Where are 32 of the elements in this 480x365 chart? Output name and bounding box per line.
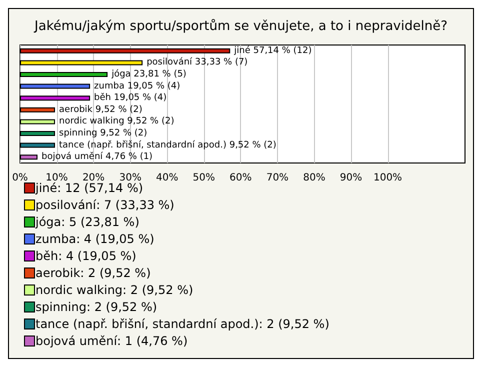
data-label: aerobik 9,52 % (2): [59, 104, 142, 115]
data-label: nordic walking 9,52 % (2): [59, 116, 174, 127]
x-tick-label: 90%: [340, 172, 362, 184]
legend-label: tance (např. břišní, standardní apod.): 2 (9,52 %): [36, 317, 330, 331]
legend-label: jiné: 12 (57,14 %): [34, 181, 144, 195]
data-label: posilování 33,33 % (7): [146, 56, 248, 68]
data-label: bojová umění 4,76 % (1): [42, 151, 153, 162]
x-tick-label: 40%: [156, 172, 178, 184]
data-label: běh 19,05 % (4): [94, 92, 167, 104]
legend-label: posilování: 7 (33,33 %): [36, 198, 174, 212]
legend-label: zumba: 4 (19,05 %): [36, 232, 154, 246]
x-tick-label: 80%: [303, 172, 326, 184]
x-tick-label: 30%: [119, 172, 142, 184]
legend-label: bojová umění: 1 (4,76 %): [36, 334, 188, 348]
legend-label: jóga: 5 (23,81 %): [34, 215, 140, 229]
x-tick-label: 60%: [230, 172, 252, 184]
legend-label: běh: 4 (19,05 %): [36, 249, 136, 263]
x-tick-label: 70%: [266, 172, 289, 184]
data-label: zumba 19,05 % (4): [94, 81, 180, 92]
x-tick-label: 100%: [373, 172, 402, 184]
x-tick-label: 10%: [46, 172, 68, 184]
x-tick-label: 50%: [192, 172, 215, 184]
legend-label: aerobik: 2 (9,52 %): [36, 266, 151, 280]
chart-title: Jakému/jakým sportu/sportům se věnujete, a to i nepravidelně?: [34, 18, 448, 34]
data-label: tance (např. břišní, standardní apod.) 9,52 % (2): [59, 139, 276, 150]
x-tick-label: 0%: [12, 172, 28, 184]
legend-label: nordic walking: 2 (9,52 %): [36, 283, 194, 297]
data-label: jiné 57,14 % (12): [233, 44, 312, 56]
data-label: spinning 9,52 % (2): [59, 128, 148, 138]
legend-label: spinning: 2 (9,52 %): [36, 300, 158, 314]
x-tick-label: 20%: [82, 172, 105, 184]
data-label: jóga 23,81 % (5): [110, 68, 186, 80]
